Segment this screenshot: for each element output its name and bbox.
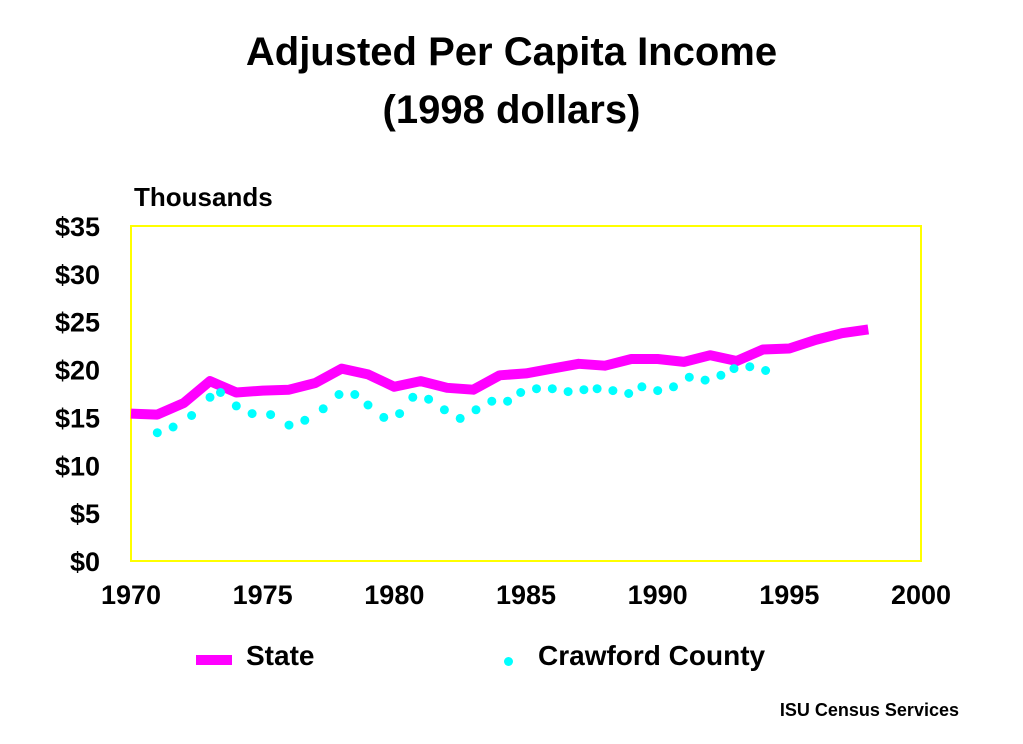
y-tick-label: $35 [55, 212, 100, 242]
x-tick-label: 1970 [101, 580, 161, 610]
x-tick-label: 1985 [496, 580, 556, 610]
legend-label-crawford-county: Crawford County [538, 640, 766, 671]
data-point-crawford-county [637, 382, 647, 392]
data-point-crawford-county [700, 375, 710, 385]
chart-subtitle: (1998 dollars) [382, 88, 641, 132]
data-point-crawford-county [729, 364, 739, 374]
data-point-crawford-county [503, 396, 513, 406]
y-tick-label: $0 [70, 547, 100, 577]
data-point-crawford-county [653, 386, 663, 396]
data-point-crawford-county [266, 410, 276, 420]
y-tick-label: $25 [55, 308, 100, 338]
plot-frame [130, 225, 922, 562]
y-tick-label: $30 [55, 260, 100, 290]
data-point-crawford-county [547, 384, 557, 394]
x-tick-label: 2000 [891, 580, 951, 610]
legend-swatch-state [196, 655, 232, 665]
data-point-crawford-county [168, 422, 178, 432]
data-point-crawford-county [334, 390, 344, 399]
data-point-crawford-county [563, 387, 573, 397]
y-tick-label: $20 [55, 356, 100, 386]
data-point-crawford-county [761, 366, 771, 375]
y-units-label: Thousands [134, 182, 273, 212]
data-point-crawford-county [152, 428, 162, 438]
data-point-crawford-county [455, 413, 465, 423]
source-credit: ISU Census Services [779, 700, 959, 720]
data-point-crawford-county [745, 362, 755, 372]
data-point-crawford-county [424, 394, 434, 404]
data-point-crawford-county [471, 405, 481, 415]
data-point-crawford-county [284, 420, 294, 430]
data-point-crawford-county [669, 382, 678, 392]
y-tick-label: $10 [55, 451, 100, 481]
x-tick-label: 1980 [364, 580, 424, 610]
data-point-crawford-county [532, 384, 541, 394]
data-point-crawford-county [439, 405, 449, 415]
y-tick-label: $15 [55, 403, 100, 433]
data-point-crawford-county [247, 409, 257, 419]
data-point-crawford-county [592, 384, 602, 394]
data-point-crawford-county [684, 372, 694, 382]
data-point-crawford-county [408, 392, 418, 402]
x-tick-label: 1975 [233, 580, 293, 610]
data-point-crawford-county [216, 388, 225, 397]
x-tick-label: 1990 [628, 580, 688, 610]
data-point-crawford-county [350, 390, 360, 399]
data-point-crawford-county [624, 389, 634, 398]
data-point-crawford-county [187, 411, 197, 420]
x-tick-label: 1995 [759, 580, 819, 610]
data-point-crawford-county [395, 409, 405, 419]
data-point-crawford-county [318, 404, 328, 414]
chart-title: Adjusted Per Capita Income [245, 30, 778, 74]
data-point-crawford-county [579, 385, 589, 395]
data-point-crawford-county [716, 370, 726, 380]
data-point-crawford-county [379, 412, 389, 422]
data-point-crawford-county [205, 392, 215, 402]
data-point-crawford-county [231, 401, 241, 411]
data-point-crawford-county [487, 396, 497, 406]
data-point-crawford-county [516, 388, 526, 397]
data-point-crawford-county [300, 415, 310, 425]
y-tick-label: $5 [70, 499, 100, 529]
data-point-crawford-county [363, 400, 373, 410]
series-line-state [130, 324, 870, 420]
legend-swatch-crawford-county [504, 657, 513, 666]
legend-label-state: State [246, 640, 315, 671]
data-point-crawford-county [608, 386, 618, 396]
